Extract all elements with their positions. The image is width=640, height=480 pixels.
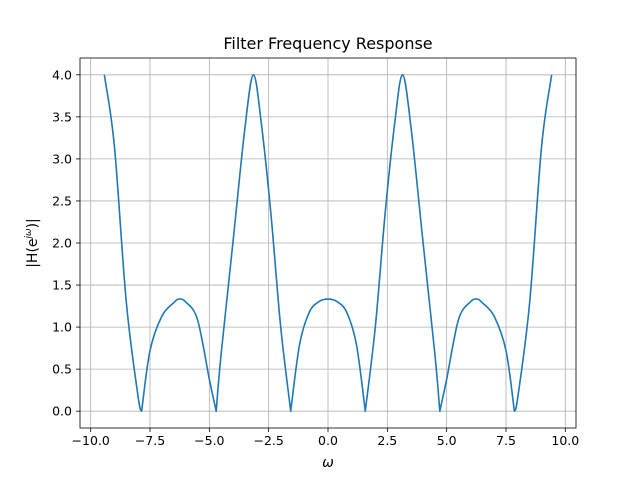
ticks: −10.0 −7.5 −5.0 −2.5 0.0 2.5 5.0 7.5 10.0 0.0 0.5 1… (52, 67, 579, 448)
x-tick-label: 10.0 (551, 433, 579, 448)
x-tick-label: −7.5 (135, 433, 165, 448)
x-axis-label: ω (322, 455, 334, 471)
chart-title: Filter Frequency Response (223, 34, 432, 53)
y-label-suffix: )| (25, 218, 41, 228)
x-tick-label: 0.0 (318, 433, 338, 448)
x-tick-label: 7.5 (496, 433, 516, 448)
y-tick-label: 3.0 (52, 151, 72, 166)
data-series (103, 74, 553, 412)
y-tick-label: 1.0 (52, 320, 72, 335)
grid (80, 58, 576, 428)
y-tick-label: 2.5 (52, 193, 72, 208)
x-tick-label: −5.0 (194, 433, 224, 448)
y-tick-label: 1.5 (52, 278, 72, 293)
y-tick-label: 0.5 (52, 362, 72, 377)
x-tick-label: −10.0 (72, 433, 110, 448)
frequency-response-line (103, 74, 553, 412)
x-tick-label: 2.5 (377, 433, 397, 448)
y-tick-label: 3.5 (52, 109, 72, 124)
y-tick-label: 2.0 (52, 236, 72, 251)
y-tick-label: 4.0 (52, 67, 72, 82)
y-axis-label: |H(ejω)| (24, 218, 41, 268)
x-tick-label: −2.5 (253, 433, 283, 448)
y-label-prefix: |H(e (25, 238, 41, 267)
x-tick-label: 5.0 (437, 433, 457, 448)
y-tick-label: 0.0 (52, 404, 72, 419)
y-label-superscript: jω (24, 228, 34, 241)
